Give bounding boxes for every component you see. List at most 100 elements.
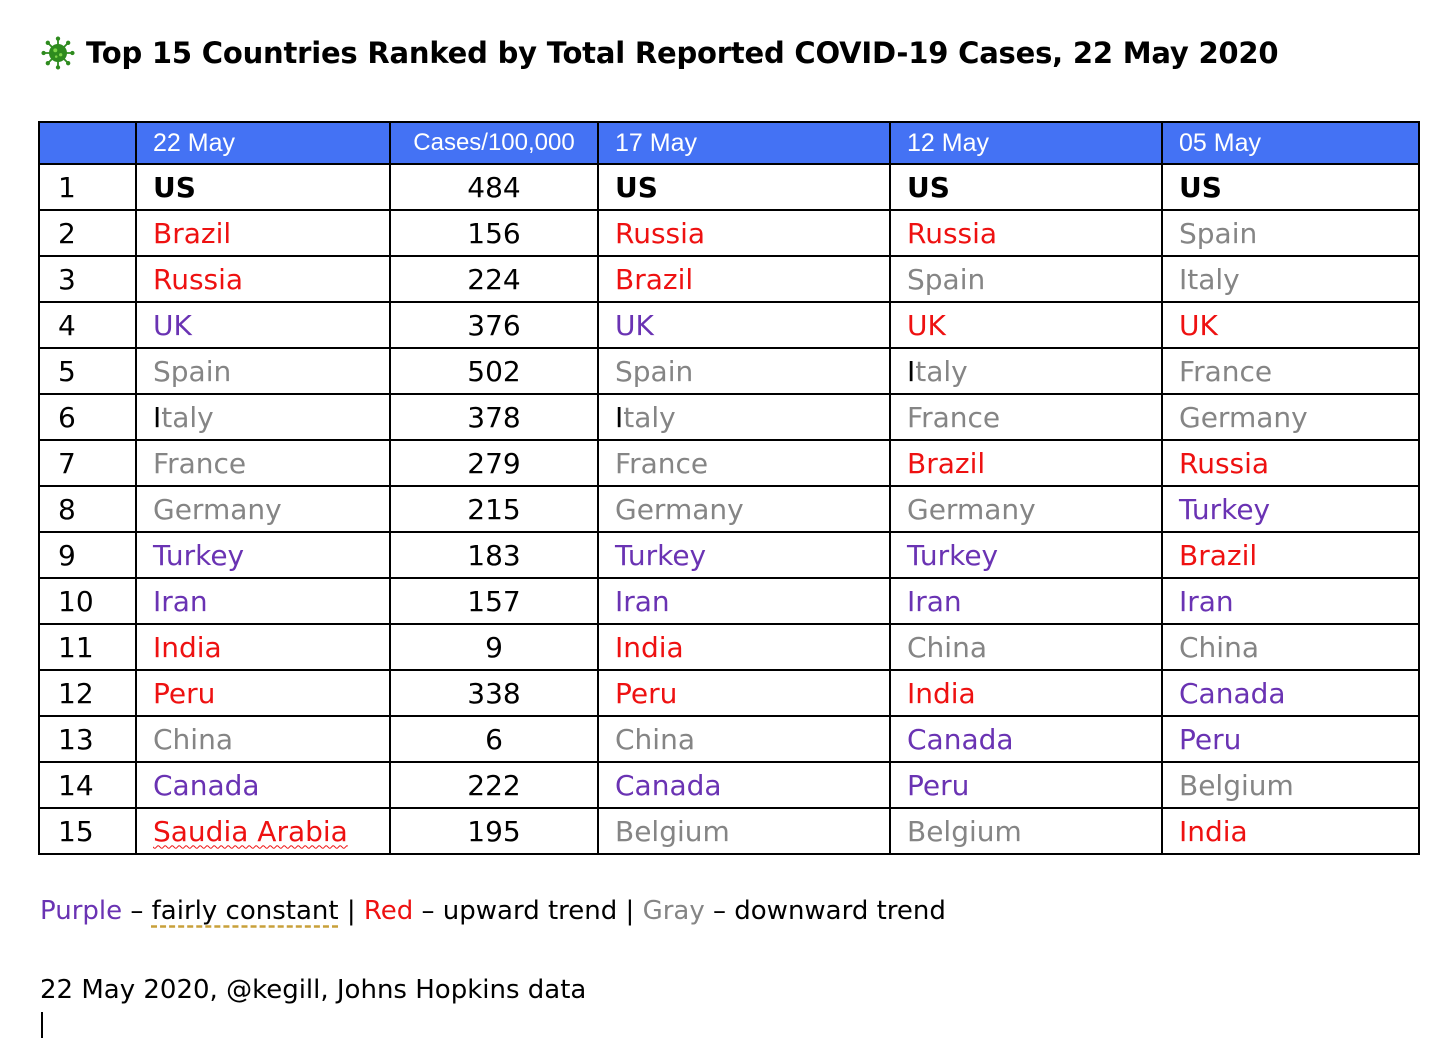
country-cell-may-05: Turkey [1161, 485, 1420, 533]
country-cell-may-12: Germany [889, 485, 1163, 533]
header-cases-per-100k: Cases/100,000 [389, 121, 599, 165]
cases-per-100k-cell: 6 [389, 715, 599, 763]
rank-cell: 3 [38, 255, 137, 303]
legend-purple-description: fairly constant [151, 896, 339, 926]
country-cell-may-05: Germany [1161, 393, 1420, 441]
country-cell-may-12: China [889, 623, 1163, 671]
country-cell-may-17: US [597, 163, 891, 211]
country-cell-may-05: Belgium [1161, 761, 1420, 809]
country-cell-may-17: Brazil [597, 255, 891, 303]
country-cell-may-12: Italy [889, 347, 1163, 395]
country-name: Belgium [907, 814, 1022, 848]
country-cell-may-22: US [135, 163, 391, 211]
cases-per-100k-cell: 215 [389, 485, 599, 533]
table-header-row: 22 May Cases/100,000 17 May 12 May 05 Ma… [38, 121, 1420, 165]
country-name: Iran [907, 584, 962, 618]
country-name: Italy [615, 400, 676, 434]
country-cell-may-12: Spain [889, 255, 1163, 303]
country-name: Italy [907, 354, 968, 388]
cases-per-100k-cell: 195 [389, 807, 599, 855]
legend-purple-separator: – [122, 896, 152, 926]
country-cell-may-17: Russia [597, 209, 891, 257]
rank-cell: 6 [38, 393, 137, 441]
page-title: Top 15 Countries Ranked by Total Reporte… [86, 36, 1279, 70]
country-cell-may-17: UK [597, 301, 891, 349]
country-name: US [153, 170, 196, 204]
header-17-may: 17 May [597, 121, 891, 165]
rank-cell: 10 [38, 577, 137, 625]
country-name: Saudia Arabia [153, 814, 348, 848]
legend-red-label: Red [363, 896, 414, 926]
country-cell-may-22: Turkey [135, 531, 391, 579]
country-cell-may-05: Brazil [1161, 531, 1420, 579]
country-cell-may-05: China [1161, 623, 1420, 671]
country-name: Spain [615, 354, 694, 388]
table-row: 3 Russia 224 Brazil Spain Italy [38, 255, 1420, 303]
table-row: 8 Germany 215 Germany Germany Turkey [38, 485, 1420, 533]
country-cell-may-12: France [889, 393, 1163, 441]
country-name: Turkey [907, 538, 999, 572]
country-name: China [615, 722, 695, 756]
country-name: Peru [1179, 722, 1242, 756]
text-cursor[interactable] [41, 1012, 43, 1038]
table-row: 14 Canada 222 Canada Peru Belgium [38, 761, 1420, 809]
country-cell-may-17: Iran [597, 577, 891, 625]
country-initial: I [153, 400, 162, 434]
table-row: 13 China 6 China Canada Peru [38, 715, 1420, 763]
rank-cell: 4 [38, 301, 137, 349]
country-name: Canada [907, 722, 1014, 756]
country-name: China [153, 722, 233, 756]
country-name: France [615, 446, 709, 480]
country-cell-may-17: France [597, 439, 891, 487]
country-name: France [153, 446, 247, 480]
country-cell-may-22: France [135, 439, 391, 487]
country-cell-may-05: India [1161, 807, 1420, 855]
country-name: France [1179, 354, 1273, 388]
table-row: 15 Saudia Arabia 195 Belgium Belgium India [38, 807, 1420, 855]
rank-cell: 15 [38, 807, 137, 855]
virus-icon [41, 36, 75, 70]
country-cell-may-05: Canada [1161, 669, 1420, 717]
country-name: Spain [907, 262, 986, 296]
country-name: Russia [1179, 446, 1270, 480]
table-row: 2 Brazil 156 Russia Russia Spain [38, 209, 1420, 257]
country-name: Germany [1179, 400, 1308, 434]
country-cell-may-22: Russia [135, 255, 391, 303]
country-cell-may-05: Peru [1161, 715, 1420, 763]
country-cell-may-12: US [889, 163, 1163, 211]
country-name: Brazil [1179, 538, 1258, 572]
country-name: India [1179, 814, 1248, 848]
country-name: Turkey [1179, 492, 1271, 526]
cases-per-100k-cell: 502 [389, 347, 599, 395]
country-name: China [1179, 630, 1259, 664]
country-cell-may-05: Spain [1161, 209, 1420, 257]
legend-red-description: – upward trend [413, 896, 618, 926]
country-name: Brazil [907, 446, 986, 480]
country-cell-may-22: China [135, 715, 391, 763]
country-name: Spain [1179, 216, 1258, 250]
table-row: 4 UK 376 UK UK UK [38, 301, 1420, 349]
country-name: US [907, 170, 950, 204]
country-name: Peru [153, 676, 216, 710]
country-name: Iran [615, 584, 670, 618]
header-05-may: 05 May [1161, 121, 1420, 165]
cases-per-100k-cell: 156 [389, 209, 599, 257]
country-name: Peru [907, 768, 970, 802]
table-row: 7 France 279 France Brazil Russia [38, 439, 1420, 487]
country-name: UK [615, 308, 654, 342]
country-cell-may-17: Spain [597, 347, 891, 395]
country-cell-may-22: UK [135, 301, 391, 349]
country-cell-may-05: Russia [1161, 439, 1420, 487]
rank-cell: 8 [38, 485, 137, 533]
country-cell-may-22: Spain [135, 347, 391, 395]
legend-divider: | [338, 896, 364, 926]
country-name: UK [907, 308, 946, 342]
legend-purple-label: Purple [40, 896, 123, 926]
title-row: Top 15 Countries Ranked by Total Reporte… [40, 28, 1279, 78]
country-cell-may-12: Iran [889, 577, 1163, 625]
cases-per-100k-cell: 224 [389, 255, 599, 303]
country-name: Russia [907, 216, 998, 250]
cases-per-100k-cell: 484 [389, 163, 599, 211]
country-name: US [1179, 170, 1222, 204]
header-12-may: 12 May [889, 121, 1163, 165]
